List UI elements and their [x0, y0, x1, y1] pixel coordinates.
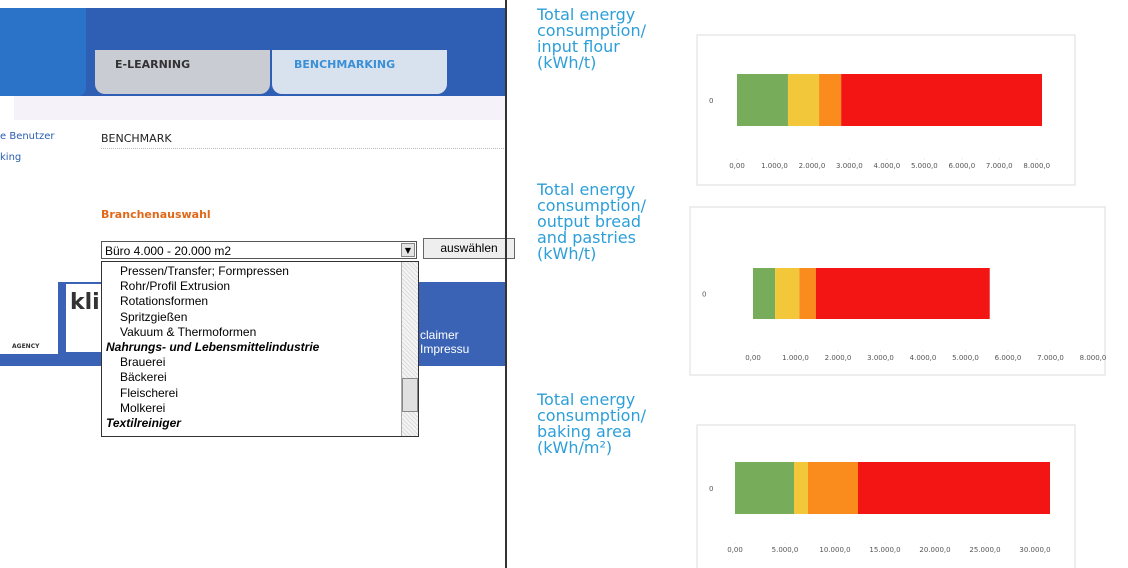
- chart-frame: [696, 34, 1076, 186]
- footer-logo: kli: [66, 284, 106, 352]
- tab[interactable]: E-LEARNING: [95, 50, 270, 94]
- tab[interactable]: BENCHMARKING: [272, 50, 447, 94]
- footer-links[interactable]: claimer Impressu: [420, 328, 470, 356]
- x-tick-label: 15.000,0: [869, 546, 900, 554]
- y-tick-label: 0: [702, 291, 706, 299]
- x-tick-label: 6.000,0: [995, 354, 1022, 362]
- banner-strip: [14, 96, 506, 120]
- x-tick-label: 5.000,0: [952, 354, 979, 362]
- option[interactable]: Rotationsformen: [120, 294, 209, 309]
- x-tick-label: 7.000,0: [1037, 354, 1064, 362]
- x-tick-label: 6.000,0: [948, 162, 975, 170]
- bar-segment: [841, 74, 1043, 126]
- bar-segment: [753, 268, 776, 319]
- x-tick-label: 2.000,0: [825, 354, 852, 362]
- banner-left: [0, 8, 86, 96]
- x-tick-label: 0,00: [727, 546, 743, 554]
- x-tick-label: 10.000,0: [819, 546, 850, 554]
- bar-segment: [735, 462, 794, 514]
- x-tick-label: 2.000,0: [799, 162, 826, 170]
- agency: AGENCY: [12, 343, 40, 350]
- chart-title: Total energy consumption/input flour (kWh/…: [536, 5, 647, 72]
- option[interactable]: Brauerei: [120, 355, 166, 370]
- bar-segment: [808, 462, 858, 514]
- chart-title: Total energy consumption/baking area (kWh/…: [536, 390, 647, 457]
- x-tick-label: 5.000,0: [772, 546, 799, 554]
- x-tick-label: 7.000,0: [986, 162, 1013, 170]
- select[interactable]: Büro 4.000 - 20.000 m2: [101, 241, 417, 259]
- x-tick-label: 1.000,0: [782, 354, 809, 362]
- x-tick-label: 0,00: [745, 354, 761, 362]
- option[interactable]: Pressen/Transfer; Formpressen: [120, 264, 289, 278]
- scroll-thumb[interactable]: [402, 378, 418, 412]
- section-title: BENCHMARK: [101, 132, 506, 149]
- bar-segment: [794, 462, 808, 514]
- x-tick-label: 30.000,0: [1019, 546, 1050, 554]
- x-tick-label: 5.000,0: [911, 162, 938, 170]
- x-tick-label: 1.000,0: [761, 162, 788, 170]
- option[interactable]: Vakuum & Thermoformen: [120, 324, 257, 339]
- option-group: Textilreiniger: [106, 416, 181, 431]
- x-tick-label: 25.000,0: [969, 546, 1000, 554]
- chart-frame: [689, 206, 1106, 376]
- option[interactable]: Spritzgießen: [120, 309, 188, 324]
- filter-label: Branchenauswahl: [101, 208, 211, 221]
- divider: [505, 0, 507, 568]
- button[interactable]: auswählen: [423, 238, 515, 259]
- option-group: Nahrungs- und Lebensmittelindustrie: [106, 340, 320, 355]
- x-tick-label: 0,00: [729, 162, 745, 170]
- option[interactable]: Bäckerei: [120, 370, 167, 385]
- x-tick-label: 4.000,0: [874, 162, 901, 170]
- bar-segment: [775, 268, 800, 319]
- y-tick-label: 0: [709, 485, 713, 493]
- y-tick-label: 0: [709, 97, 713, 105]
- select-arrow[interactable]: ▼: [401, 243, 415, 257]
- chart-frame: [696, 424, 1076, 568]
- option[interactable]: Fleischerei: [120, 385, 179, 400]
- dropdown-list[interactable]: Pressen/Transfer; Formpressen Rohr/Profi…: [101, 261, 419, 437]
- footer-logo-box: [0, 282, 58, 354]
- x-tick-label: 4.000,0: [910, 354, 937, 362]
- nav-link[interactable]: e Benutzer: [0, 131, 55, 142]
- option[interactable]: Rohr/Profil Extrusion: [120, 279, 231, 294]
- bar-segment: [737, 74, 788, 126]
- x-tick-label: 20.000,0: [919, 546, 950, 554]
- x-tick-label: 3.000,0: [836, 162, 863, 170]
- left-page: E-LEARNING BENCHMARKING e Benutzer king …: [0, 0, 515, 568]
- bar-segment: [799, 268, 816, 319]
- bar-segment: [858, 462, 1050, 514]
- nav-link[interactable]: king: [0, 152, 22, 163]
- x-tick-label: 8.000,0: [1080, 354, 1107, 362]
- bar-segment: [787, 74, 820, 126]
- option[interactable]: Molkerei: [120, 400, 166, 415]
- chart-panel: [520, 0, 1128, 568]
- bar-segment: [819, 74, 842, 126]
- bar-segment: [815, 268, 990, 319]
- chart-title: Total energy consumption/output bread and …: [536, 180, 647, 263]
- x-tick-label: 8.000,0: [1023, 162, 1050, 170]
- x-tick-label: 3.000,0: [867, 354, 894, 362]
